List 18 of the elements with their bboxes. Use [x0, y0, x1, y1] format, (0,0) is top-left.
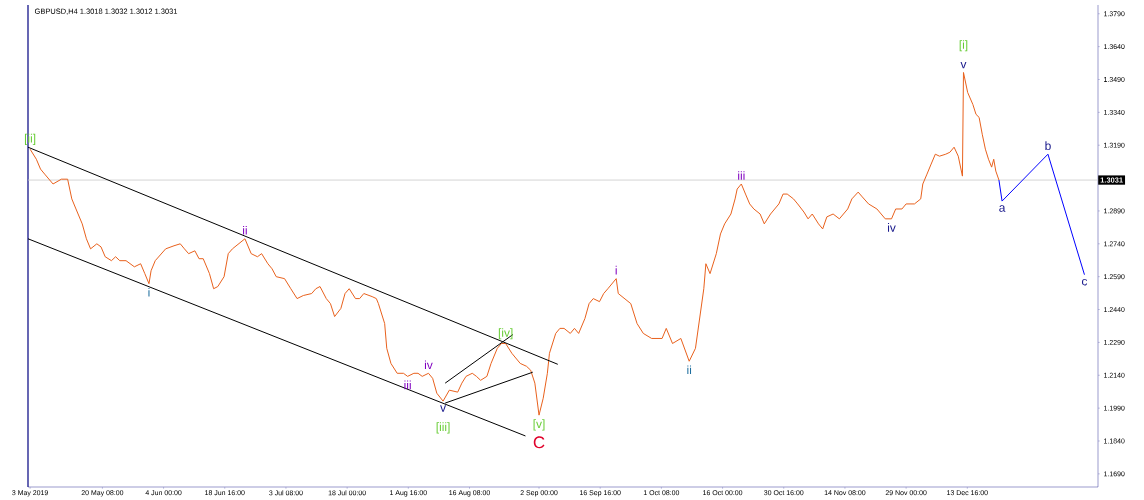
annotation: v — [960, 61, 967, 69]
annotation: C — [533, 436, 545, 449]
annotation: iii — [738, 171, 745, 180]
annotation: [i] — [959, 40, 968, 52]
annotation: i — [148, 287, 150, 297]
annotation: i — [615, 265, 617, 275]
annotation: a — [999, 205, 1006, 212]
annotation: [v] — [533, 419, 545, 431]
annotation: ii — [243, 225, 247, 235]
annotation: ii — [687, 365, 692, 375]
annotation: iv — [888, 223, 896, 232]
annotation: v — [440, 405, 447, 412]
annotation: iii — [404, 380, 411, 390]
annotation: [iii] — [436, 422, 450, 434]
annotation: c — [1081, 278, 1088, 286]
annotation: [iv] — [498, 328, 513, 340]
annotation: iv — [424, 360, 433, 370]
annotation: b — [1045, 141, 1051, 150]
